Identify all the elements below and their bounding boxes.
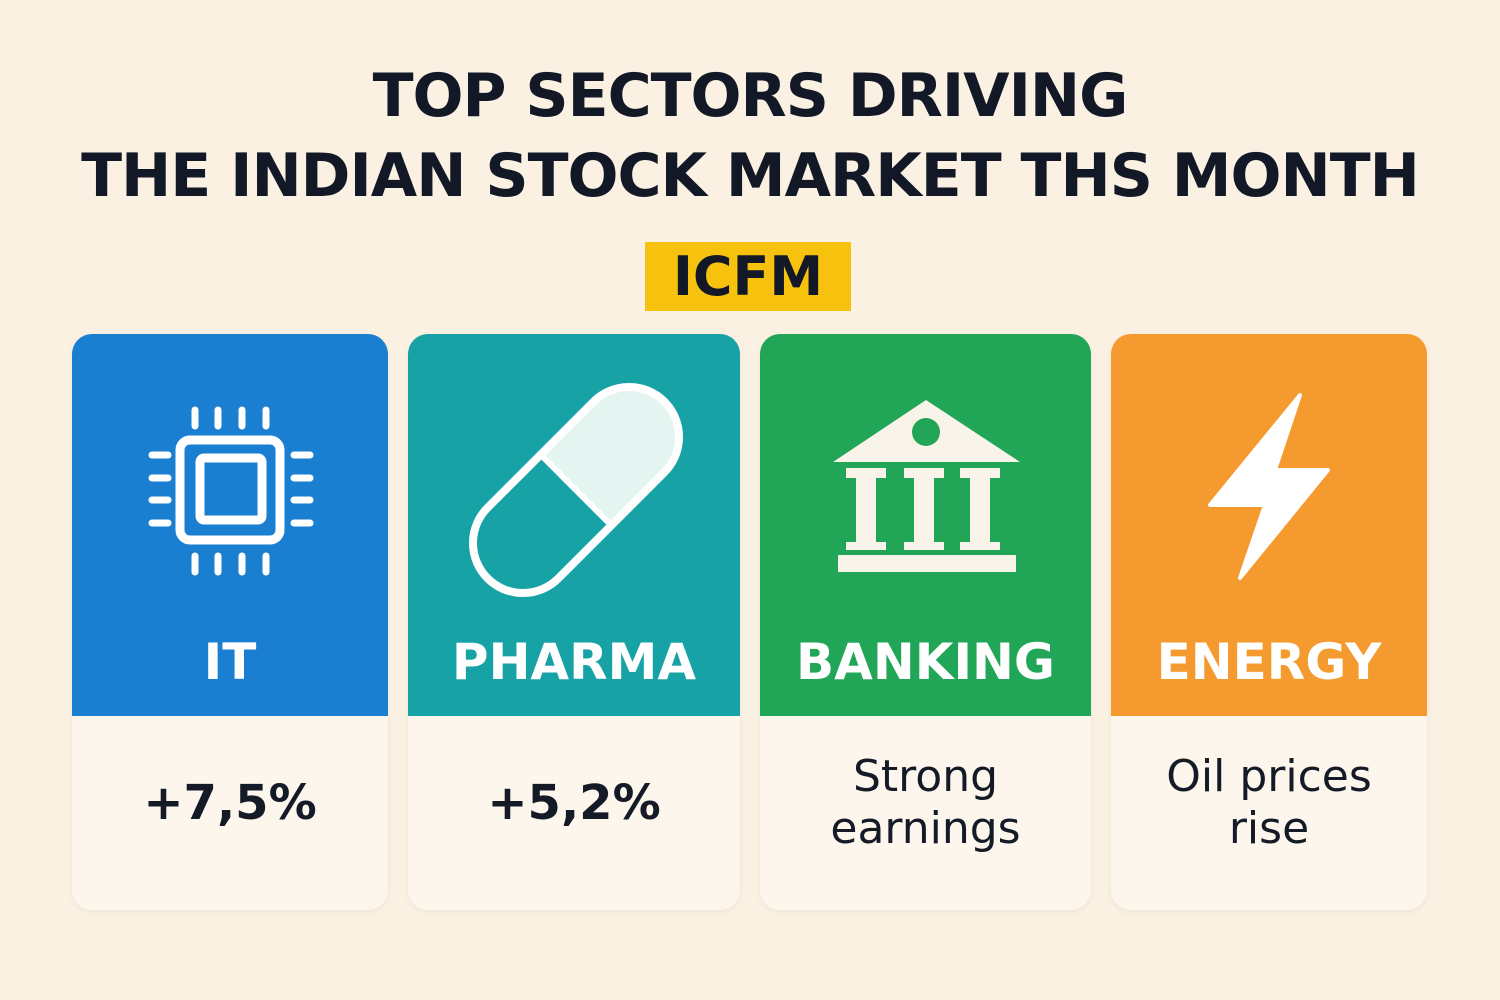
sector-label: ENERGY xyxy=(1156,633,1382,691)
sector-detail: +7,5% xyxy=(143,775,317,831)
title-line: TOP SECTORS DRIVING xyxy=(372,61,1129,131)
pill-icon xyxy=(468,382,684,598)
sector-detail: Strong earnings xyxy=(830,751,1021,854)
card-body: +7,5% xyxy=(72,716,388,910)
title-line: THE INDIAN STOCK MARKET THS MONTH xyxy=(81,141,1420,211)
sector-detail: Oil prices rise xyxy=(1166,751,1372,854)
sector-label: PHARMA xyxy=(451,633,697,691)
lightning-icon xyxy=(1208,393,1330,580)
card-header: ENERGY xyxy=(1111,334,1427,716)
sector-label: BANKING xyxy=(796,633,1055,691)
card-body: +5,2% xyxy=(408,716,740,910)
bank-icon xyxy=(833,400,1020,572)
card-header: BANKING xyxy=(760,334,1091,716)
sector-label: IT xyxy=(203,633,257,691)
sector-card: IT +7,5% xyxy=(72,334,388,910)
card-header: PHARMA xyxy=(408,334,740,716)
chip-icon xyxy=(148,406,314,576)
sector-card: BANKING Strong earnings xyxy=(760,334,1091,910)
badge: ICFM xyxy=(645,242,851,311)
card-body: Strong earnings xyxy=(760,716,1091,910)
sector-card: ENERGY Oil prices rise xyxy=(1111,334,1427,910)
sector-detail: +5,2% xyxy=(487,775,661,831)
card-body: Oil prices rise xyxy=(1111,716,1427,910)
sector-card: PHARMA +5,2% xyxy=(408,334,740,910)
card-header: IT xyxy=(72,334,388,716)
